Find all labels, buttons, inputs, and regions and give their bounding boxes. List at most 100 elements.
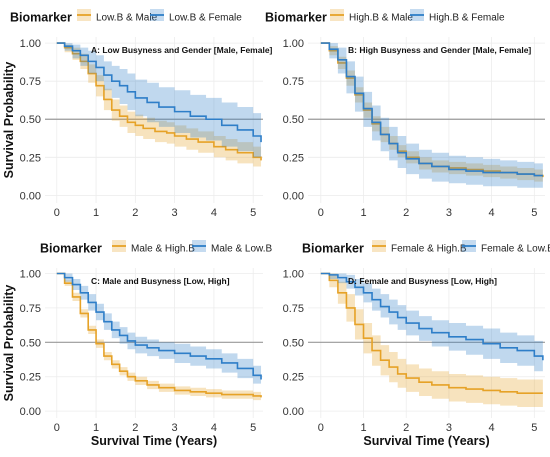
x-tick-label: 1 [360,422,366,434]
x-axis-label: Survival Time (Years) [363,434,489,448]
legend: Biomarker Female & High.B Female & Low.B [302,240,550,255]
legend: Biomarker High.B & Male High.B & Female [265,9,505,24]
y-tick-label: 0.75 [20,76,41,88]
confidence-band [56,43,262,170]
y-tick-label: 0.25 [20,152,41,164]
tick-labels: 0 1 2 3 4 5 0.00 0.25 0.50 0.75 1.00 [283,269,538,434]
panel-title: B: High Busyness and Gender [Male, Femal… [348,45,531,55]
survival-curve [320,272,543,395]
y-tick-label: 0.50 [283,337,304,349]
series-1 [320,272,543,407]
tick-labels: 0 1 2 3 4 5 0.00 0.25 0.50 0.75 1.00 [20,38,257,219]
legend-title: Biomarker [10,10,72,24]
panel-title: D: Female and Busyness [Low, High] [348,276,497,286]
y-tick-label: 0.50 [20,114,41,126]
legend-item: Male & Low.B [192,240,272,255]
legend-label: Male & High.B [131,244,195,255]
y-tick-label: 1.00 [20,38,41,50]
x-tick-label: 4 [489,207,495,219]
legend-label: Female & High.B [391,244,467,255]
y-tick-label: 0.25 [283,372,304,384]
legend-title: Biomarker [302,241,364,255]
x-tick-label: 0 [318,207,324,219]
panel-d: Biomarker Female & High.B Female & Low.B D:… [283,240,550,448]
gridlines [45,37,263,203]
legend-label: Male & Low.B [211,244,272,255]
y-tick-label: 0.50 [283,114,304,126]
legend-item: Female & High.B [372,240,467,255]
y-tick-label: 0.25 [20,372,41,384]
y-tick-label: 0.75 [20,303,41,315]
legend-label: Low.B & Female [169,13,242,24]
x-tick-label: 4 [211,207,217,219]
y-tick-label: 0.25 [283,152,304,164]
survival-curve [56,272,262,398]
y-tick-label: 0.00 [283,190,304,202]
legend-item: Male & High.B [112,240,195,255]
legend-item: Low.B & Female [150,9,242,24]
survival-curve [320,42,543,177]
x-tick-label: 3 [172,422,178,434]
x-tick-label: 1 [93,422,99,434]
x-tick-label: 2 [403,207,409,219]
x-tick-label: 0 [54,207,60,219]
x-tick-label: 2 [132,422,138,434]
legend-item: Female & Low.B [462,240,550,255]
y-tick-label: 0.75 [283,303,304,315]
legend-label: High.B & Male [349,13,413,24]
series-2 [56,42,262,162]
y-tick-label: 0.75 [283,76,304,88]
legend-title: Biomarker [265,10,327,24]
gridlines [308,37,545,203]
panel-title: C: Male and Busyness [Low, High] [91,276,230,286]
y-axis-label: Survival Probability [2,62,16,179]
x-tick-label: 0 [54,422,60,434]
legend-item: High.B & Male [330,9,413,24]
legend: Biomarker Male & High.B Male & Low.B [40,240,272,255]
panel-c: Biomarker Male & High.B Male & Low.B C: Mal… [2,240,272,448]
x-tick-label: 4 [489,422,495,434]
x-tick-label: 2 [132,207,138,219]
survival-curve [56,272,262,380]
series-2 [320,272,544,376]
x-tick-label: 1 [360,207,366,219]
y-tick-label: 0.50 [20,337,41,349]
tick-labels: 0 1 2 3 4 5 0.00 0.25 0.50 0.75 1.00 [283,38,538,219]
legend-label: High.B & Female [429,13,505,24]
y-tick-label: 0.00 [20,190,41,202]
x-tick-label: 5 [250,207,256,219]
series-2 [56,272,262,388]
legend-item: Low.B & Male [77,9,158,24]
legend-item: High.B & Female [410,9,505,24]
x-tick-label: 5 [250,422,256,434]
y-tick-label: 0.00 [20,406,41,418]
legend-label: Low.B & Male [96,13,158,24]
series-2 [320,42,543,188]
x-tick-label: 5 [531,207,537,219]
legend-label: Female & Low.B [481,244,550,255]
panel-a: Biomarker Low.B & Male Low.B & Female A: Lo… [2,9,273,219]
panel-title: A: Low Busyness and Gender [Male, Female… [91,45,273,55]
y-tick-label: 0.00 [283,406,304,418]
y-tick-label: 1.00 [283,38,304,50]
x-tick-label: 0 [318,422,324,434]
panel-b: Biomarker High.B & Male High.B & Female B: … [265,9,545,219]
x-tick-label: 2 [403,422,409,434]
y-tick-label: 1.00 [20,269,41,281]
y-tick-label: 1.00 [283,269,304,281]
x-tick-label: 3 [446,422,452,434]
x-axis-label: Survival Time (Years) [91,434,217,448]
x-tick-label: 4 [211,422,217,434]
survival-curve [320,272,544,361]
x-tick-label: 1 [93,207,99,219]
x-tick-label: 3 [446,207,452,219]
legend: Biomarker Low.B & Male Low.B & Female [10,9,242,24]
x-tick-label: 3 [172,207,178,219]
series-1 [56,272,262,402]
legend-title: Biomarker [40,241,102,255]
x-tick-label: 5 [531,422,537,434]
tick-labels: 0 1 2 3 4 5 0.00 0.25 0.50 0.75 1.00 [20,269,257,434]
confidence-band [320,43,543,184]
